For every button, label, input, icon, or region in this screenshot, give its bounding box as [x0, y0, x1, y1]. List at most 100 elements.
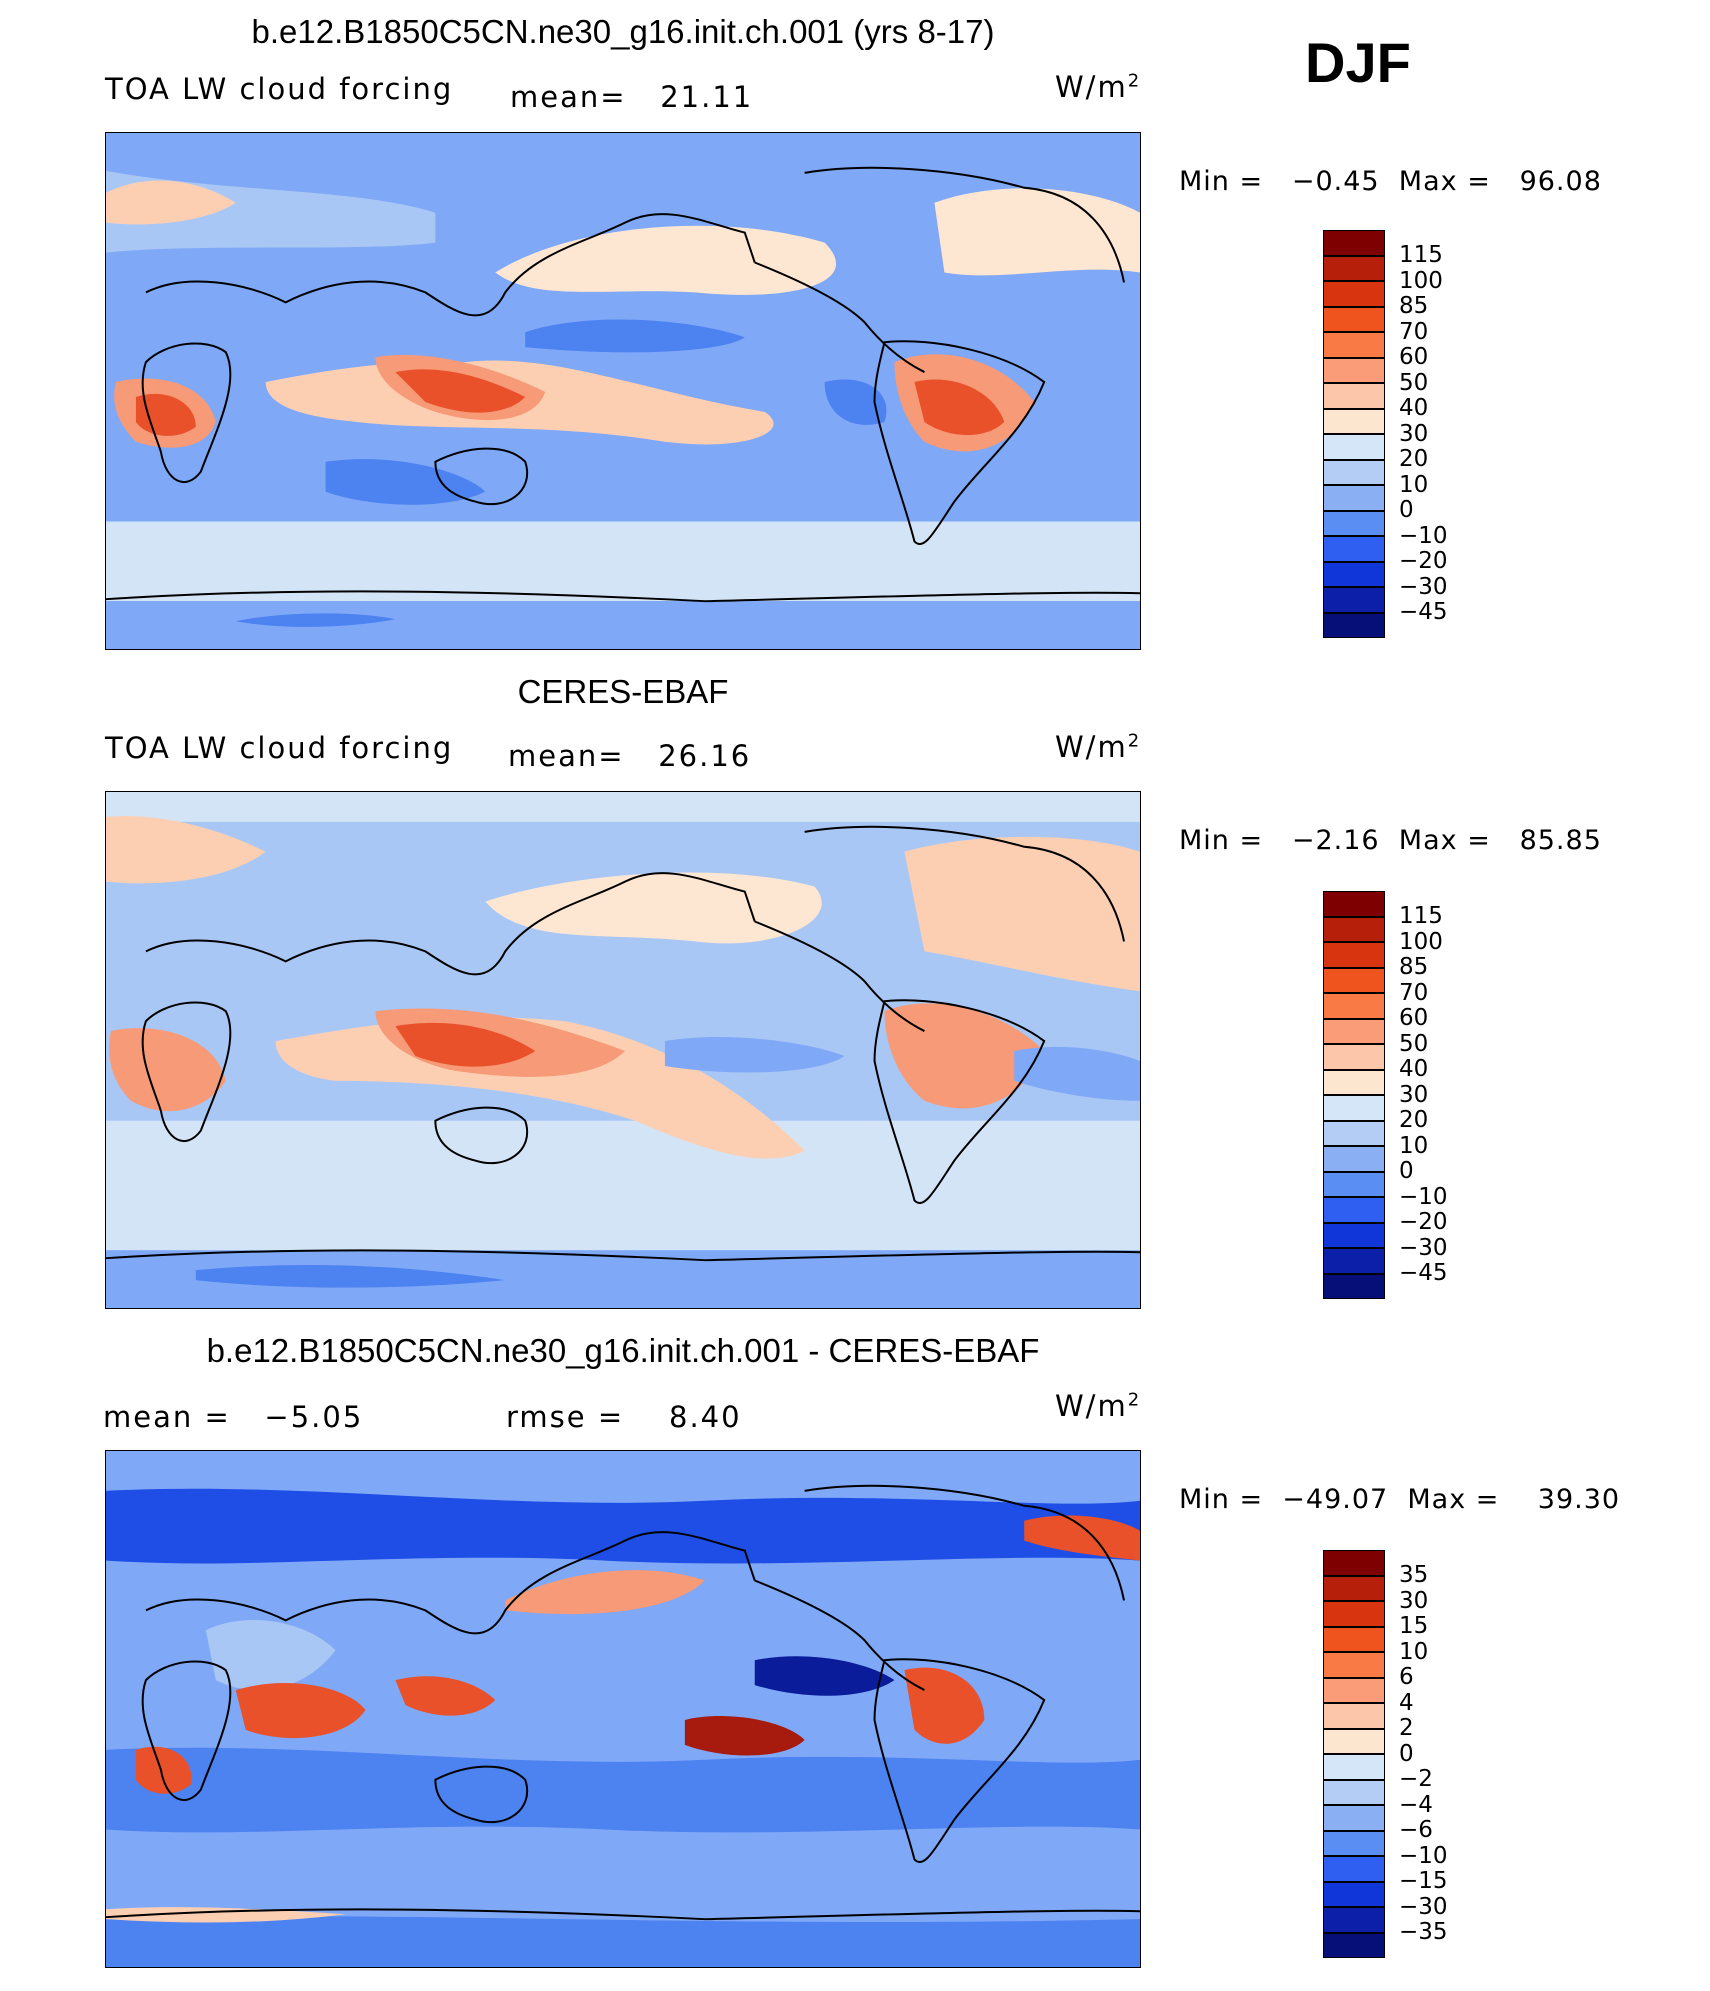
panel3-title: b.e12.B1850C5CN.ne30_g16.init.ch.001 - C…	[206, 1332, 1040, 1369]
panel2-min-value: −2.16	[1291, 825, 1380, 856]
colorbar-tick-label: 115	[1399, 903, 1443, 929]
colorbar-box	[1323, 1550, 1385, 1576]
colorbar-box	[1323, 1248, 1385, 1274]
panel1-variable: TOA LW cloud forcing	[105, 72, 454, 106]
panel2-max-label: Max =	[1398, 825, 1491, 856]
colorbar-box	[1323, 1779, 1385, 1805]
colorbar-box	[1323, 1754, 1385, 1780]
panel1-coast-arctic	[804, 166, 1126, 283]
colorbar-tick-label: 70	[1399, 318, 1429, 345]
colorbar-box	[1323, 1677, 1385, 1703]
colorbar-tick-label: 85	[1399, 954, 1429, 980]
panel2-coast-arctic	[804, 825, 1126, 942]
panel1-natl-storm	[934, 188, 1140, 276]
colorbar-tick-label: 6	[1399, 1664, 1414, 1690]
panel2-min-label: Min =	[1179, 825, 1264, 856]
panel3-units: W/m2	[1055, 1389, 1141, 1423]
panel3-colorbar: 35 30 15 10 6 4 2 0 −2 −4 −6 −10 −15 −30 −35	[1323, 1550, 1448, 1958]
colorbar-box	[1323, 332, 1385, 358]
panel3-max-label: Max =	[1407, 1484, 1500, 1515]
season-label: DJF	[1305, 31, 1411, 94]
colorbar-tick-label: 85	[1399, 293, 1429, 319]
colorbar-box	[1323, 1120, 1385, 1146]
colorbar-box	[1323, 1575, 1385, 1601]
colorbar-tick-label: 20	[1399, 1107, 1429, 1133]
panel1-sep-dry	[824, 379, 887, 425]
panel3-map	[105, 1450, 1141, 1968]
colorbar-box	[1323, 357, 1385, 383]
units-exponent: 2	[1127, 730, 1142, 752]
panel3-max-value: 39.30	[1537, 1484, 1621, 1515]
units-text: W/m	[1055, 70, 1128, 104]
colorbar-tick-label: −4	[1399, 1791, 1433, 1818]
colorbar-tick-label: 70	[1399, 979, 1429, 1006]
colorbar-box	[1323, 1018, 1385, 1044]
colorbar-box	[1323, 1171, 1385, 1197]
panel3-coast-eurasia	[145, 1531, 756, 1635]
panel3-min-label: Min =	[1179, 1484, 1264, 1515]
colorbar-box	[1323, 1728, 1385, 1754]
colorbar-tick-label: −10	[1399, 522, 1448, 549]
panel2-mean-value: 26.16	[658, 739, 752, 773]
colorbar-box	[1323, 434, 1385, 460]
colorbar-box	[1323, 1222, 1385, 1248]
panel2-arctic	[106, 792, 1140, 822]
colorbar-tick-label: 10	[1399, 471, 1429, 498]
panel1-coast-namerica-west	[754, 261, 925, 373]
panel2-amazon	[884, 1003, 1045, 1109]
panel1-minmax: Min = −0.45 Max = 96.08	[1179, 166, 1602, 197]
panel3-central-asia	[205, 1619, 336, 1691]
panel2-africa	[109, 1028, 226, 1112]
colorbar-box	[1323, 1703, 1385, 1729]
panel1-title: b.e12.B1850C5CN.ne30_g16.init.ch.001 (yr…	[251, 13, 995, 50]
colorbar-box	[1323, 1146, 1385, 1172]
panel2-satl-dry	[1014, 1046, 1140, 1101]
panel1-mean: mean= 21.11	[510, 80, 753, 114]
panel3-min-value: −49.07	[1282, 1484, 1389, 1515]
panel1-map	[105, 132, 1141, 650]
panel2-antarctic	[106, 1250, 1140, 1308]
colorbar-tick-label: 50	[1399, 1030, 1429, 1057]
colorbar-tick-label: −10	[1399, 1842, 1448, 1869]
colorbar-tick-label: 0	[1399, 1740, 1414, 1767]
panel3-mean-value: −5.05	[264, 1400, 364, 1434]
colorbar-box	[1323, 561, 1385, 587]
panel3-coast-namerica-west	[754, 1579, 925, 1691]
colorbar-tick-label: −35	[1399, 1919, 1448, 1945]
panel1-mean-label: mean=	[510, 80, 627, 114]
panel3-map-svg	[106, 1451, 1140, 1967]
colorbar-tick-label: −2	[1399, 1766, 1433, 1792]
panel2-maritime-core	[395, 1022, 536, 1067]
panel2-colorbar: 115 100 85 70 60 50 40 30 20 10 0 −10 −20 −30 −45	[1323, 891, 1448, 1299]
panel1-coast-africa	[141, 342, 232, 484]
units-exponent: 2	[1127, 70, 1142, 92]
panel3-maritime	[395, 1676, 496, 1716]
colorbar-tick-label: −45	[1399, 1260, 1448, 1286]
colorbar-box	[1323, 612, 1385, 638]
units-text: W/m	[1055, 730, 1128, 764]
panel3-coast-africa	[141, 1660, 232, 1802]
panel2-title: CERES-EBAF	[517, 673, 729, 710]
colorbar-box	[1323, 485, 1385, 511]
panel3-ep-cold	[754, 1656, 895, 1696]
colorbar-tick-label: 15	[1399, 1613, 1429, 1639]
panel2-coast-australia	[434, 1106, 529, 1165]
colorbar-box	[1323, 1907, 1385, 1933]
panel1-sio-dry	[325, 459, 486, 505]
panel3-nh-band	[106, 1488, 1140, 1564]
colorbar-box	[1323, 1273, 1385, 1299]
panel3-mean: mean = −5.05	[103, 1400, 363, 1434]
panel3-mean-label: mean =	[103, 1400, 231, 1434]
colorbar-tick-label: 30	[1399, 420, 1429, 447]
colorbar-box	[1323, 383, 1385, 409]
colorbar-tick-label: 100	[1399, 928, 1443, 955]
panel1-max-label: Max =	[1398, 166, 1491, 197]
colorbar-box	[1323, 1830, 1385, 1856]
colorbar-box	[1323, 1095, 1385, 1121]
colorbar-tick-label: −30	[1399, 1893, 1448, 1920]
panel2-variable: TOA LW cloud forcing	[105, 731, 454, 765]
colorbar-box	[1323, 230, 1385, 256]
colorbar-tick-label: 30	[1399, 1587, 1429, 1614]
panel2-mean: mean= 26.16	[508, 739, 751, 773]
colorbar-box	[1323, 1881, 1385, 1907]
